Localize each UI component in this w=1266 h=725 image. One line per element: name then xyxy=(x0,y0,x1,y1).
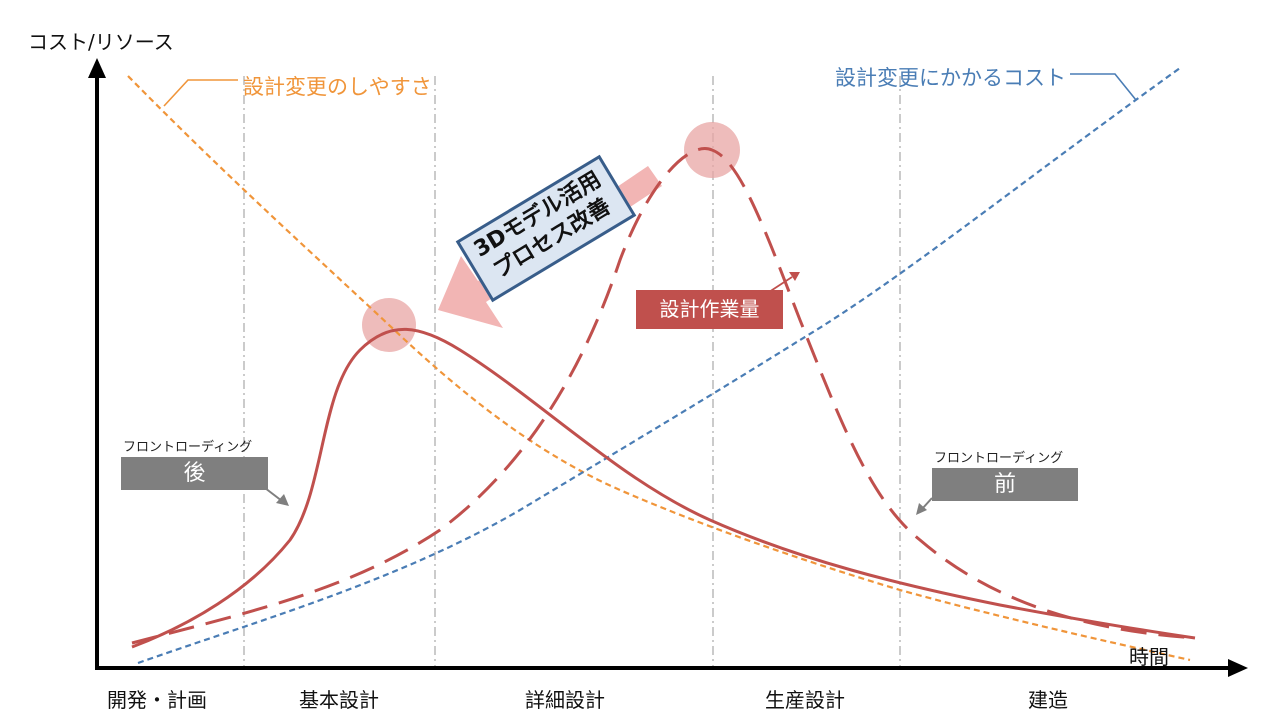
phase-detail-design: 詳細設計 xyxy=(525,688,605,712)
after-pointer-line xyxy=(264,487,283,502)
cost-of-change-label: 設計変更にかかるコスト xyxy=(835,66,1066,90)
front-loading-before-badge: 前 xyxy=(932,468,1078,501)
design-workload-label: 設計作業量 xyxy=(636,290,783,329)
after-pointer-head xyxy=(276,494,289,506)
x-axis-title: 時間 xyxy=(1129,645,1169,669)
ease-of-change-label: 設計変更のしやすさ xyxy=(243,75,432,99)
phase-planning: 開発・計画 xyxy=(107,688,207,712)
before-pointer-head xyxy=(916,503,927,515)
front-loading-after-badge: 後 xyxy=(121,457,268,490)
x-axis-arrowhead xyxy=(1228,659,1248,677)
y-axis-title: コスト/リソース xyxy=(28,30,174,54)
cost-of-change-curve xyxy=(137,67,1181,665)
phase-construction: 建造 xyxy=(1028,688,1068,712)
workload-before-curve xyxy=(131,147,1196,645)
front-loading-after-caption: フロントローディング xyxy=(123,440,253,455)
workload-after-curve xyxy=(131,327,1196,649)
workload-label-pointer-head xyxy=(789,272,800,281)
front-loading-before-caption: フロントローディング xyxy=(934,451,1064,466)
phase-basic-design: 基本設計 xyxy=(299,688,379,712)
ease-of-change-leader xyxy=(163,79,238,107)
y-axis-arrowhead xyxy=(88,58,106,78)
phase-production-design: 生産設計 xyxy=(765,688,845,712)
cost-of-change-leader xyxy=(1070,73,1137,101)
ease-of-change-curve xyxy=(127,75,1191,662)
